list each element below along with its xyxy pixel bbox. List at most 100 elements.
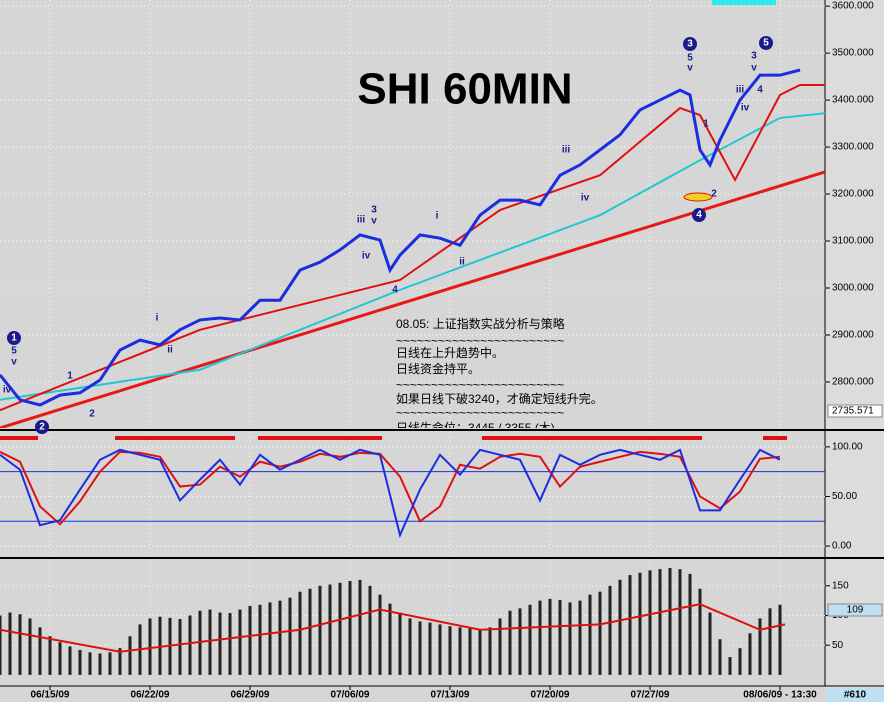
bar	[28, 618, 32, 675]
wave-label: iii	[736, 85, 745, 96]
bar	[648, 570, 652, 675]
top-marker	[712, 0, 776, 5]
bar	[108, 652, 112, 675]
wave-labels: 1 5 v iv 1 2 2 i ii iii 3 v iv 4 i ii ii…	[3, 36, 773, 434]
x-tick-label: 06/22/09	[131, 690, 170, 701]
chart-title: SHI 60MIN	[357, 65, 572, 114]
bar	[488, 627, 492, 675]
annotation: 日线生命位：3445 / 3355 (木)	[396, 420, 555, 435]
series-line	[0, 448, 781, 539]
bar	[518, 608, 522, 675]
bar	[738, 648, 742, 675]
bar	[768, 608, 772, 675]
bar	[348, 581, 352, 675]
price-panel	[0, 0, 825, 428]
axis-column	[825, 0, 884, 702]
bar	[128, 636, 132, 675]
y-tick-label: 3100.000	[832, 236, 874, 247]
bar	[478, 629, 482, 675]
bar	[48, 636, 52, 675]
y-tick-label: 3000.000	[832, 283, 874, 294]
wave-label: 1	[11, 333, 17, 344]
bar	[398, 612, 402, 675]
x-tick-label: 07/06/09	[331, 690, 370, 701]
wave-label: iii	[562, 145, 571, 156]
annotation: ~~~~~~~~~~~~~~~~~~~~~~~~	[396, 334, 564, 348]
y-tick-label: 3200.000	[832, 189, 874, 200]
y-tick-label: 100.00	[832, 442, 863, 453]
bar	[38, 627, 42, 675]
x-tick-label: 08/06/09 - 13:30	[743, 690, 817, 701]
annotation: 如果日线下破3240，才确定短线升完。	[396, 391, 603, 406]
wave-label: 4	[696, 210, 702, 221]
wave-label: iv	[362, 251, 371, 262]
bar	[218, 612, 222, 675]
bar	[778, 604, 782, 675]
bar	[358, 579, 362, 675]
bar	[238, 609, 242, 675]
bar	[498, 618, 502, 675]
bar	[278, 600, 282, 675]
x-tick-label: 06/15/09	[31, 690, 70, 701]
wave-label: i	[156, 313, 159, 324]
wave-label: 3	[687, 39, 693, 50]
cursor-box	[827, 404, 883, 418]
annotation-box: 08.05: 上证指数实战分析与策略 ~~~~~~~~~~~~~~~~~~~~~…	[396, 316, 603, 435]
last-value-label: 109	[847, 605, 864, 616]
annotation: ~~~~~~~~~~~~~~~~~~~~~~~~	[396, 406, 564, 420]
wave-label: 4	[757, 85, 763, 96]
bar	[8, 612, 12, 675]
bar	[0, 615, 2, 675]
bar	[748, 633, 752, 675]
bar	[528, 604, 532, 675]
bar	[658, 569, 662, 675]
footer-label: #610	[844, 690, 867, 701]
annotation: 日线资金持平。	[396, 361, 480, 376]
bar	[678, 569, 682, 675]
bar	[288, 597, 292, 675]
bar	[628, 575, 632, 675]
y-tick-label: 2800.000	[832, 377, 874, 388]
wave-label: v	[371, 216, 377, 227]
bar	[608, 585, 612, 675]
bar	[468, 628, 472, 675]
bar	[558, 600, 562, 675]
bar	[368, 585, 372, 675]
annotation: 08.05: 上证指数实战分析与策略	[396, 316, 565, 331]
value-box	[827, 603, 883, 617]
wave-label: 1	[67, 371, 73, 382]
bar	[118, 648, 122, 675]
bar	[258, 604, 262, 675]
wave-label: 2	[39, 422, 45, 433]
bar	[758, 618, 762, 675]
overbought-strips	[0, 436, 787, 440]
bar	[188, 615, 192, 675]
y-tick-label: 50	[832, 640, 844, 651]
y-tick-label: 2900.000	[832, 330, 874, 341]
bar	[18, 614, 22, 675]
bar	[728, 657, 732, 675]
bar	[448, 626, 452, 675]
bar	[378, 594, 382, 675]
bar	[638, 572, 642, 675]
y-tick-label: 50.00	[832, 491, 857, 502]
wave-label: 5	[763, 38, 769, 49]
series-line	[0, 84, 825, 412]
bar	[618, 579, 622, 675]
y-tick-label: 150	[832, 580, 849, 591]
bar	[708, 612, 712, 675]
bar	[228, 613, 232, 675]
bar	[298, 591, 302, 675]
bar	[178, 619, 182, 675]
bar	[538, 600, 542, 675]
wave-label: v	[687, 63, 693, 74]
bar	[328, 584, 332, 675]
y-tick-label: 3400.000	[832, 95, 874, 106]
y-tick-label: 0.00	[832, 541, 852, 552]
annotation: 日线在上升趋势中。	[396, 345, 504, 360]
bar	[548, 598, 552, 675]
annotation: ~~~~~~~~~~~~~~~~~~~~~~~~	[396, 378, 564, 392]
trendline	[0, 170, 825, 428]
series-line	[0, 112, 825, 401]
wave-label: 1	[703, 119, 709, 130]
